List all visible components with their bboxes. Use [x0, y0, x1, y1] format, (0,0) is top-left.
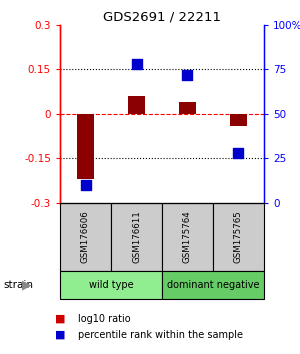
- Point: [236, 150, 241, 156]
- Text: strain: strain: [3, 280, 33, 290]
- Text: GSM176606: GSM176606: [81, 210, 90, 263]
- Bar: [230, 114, 247, 126]
- Point: [134, 61, 139, 67]
- Text: ▶: ▶: [22, 279, 32, 291]
- Bar: [60, 203, 111, 270]
- Text: dominant negative: dominant negative: [167, 280, 259, 290]
- Text: ■: ■: [55, 330, 65, 339]
- Bar: [162, 270, 264, 299]
- Bar: [60, 270, 162, 299]
- Bar: [128, 96, 146, 114]
- Text: log10 ratio: log10 ratio: [78, 314, 130, 324]
- Text: GSM176611: GSM176611: [132, 210, 141, 263]
- Text: ■: ■: [55, 314, 65, 324]
- Text: wild type: wild type: [89, 280, 133, 290]
- Bar: [162, 203, 213, 270]
- Bar: [213, 203, 264, 270]
- Bar: [76, 114, 94, 179]
- Bar: [111, 203, 162, 270]
- Point: [185, 72, 190, 78]
- Text: percentile rank within the sample: percentile rank within the sample: [78, 330, 243, 339]
- Title: GDS2691 / 22211: GDS2691 / 22211: [103, 11, 221, 24]
- Text: GSM175765: GSM175765: [234, 210, 243, 263]
- Text: GSM175764: GSM175764: [183, 210, 192, 263]
- Point: [83, 182, 88, 188]
- Bar: [178, 102, 196, 114]
